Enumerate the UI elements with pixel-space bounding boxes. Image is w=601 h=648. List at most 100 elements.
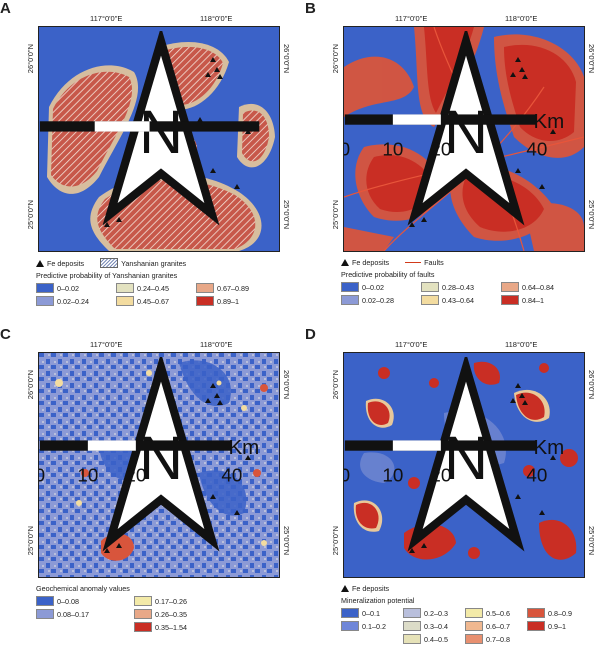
legend-class: 0.24–0.45	[137, 283, 169, 293]
legend-class: 0.89–1	[217, 296, 239, 306]
lat-label-right-bottom: 25°0'0"N	[587, 200, 596, 230]
legend-class: 0.26–0.35	[155, 609, 187, 619]
panel-label: A	[0, 0, 11, 17]
scalebar-tick: 40	[221, 465, 242, 486]
scalebar-unit: Km	[228, 436, 259, 459]
lat-label-right-bottom: 25°0'0"N	[282, 526, 291, 556]
legend-class: 0–0.02	[362, 282, 384, 292]
fe-deposit-icon	[341, 259, 349, 266]
legend-class: 0–0.08	[57, 596, 79, 606]
lon-label-top-left: 117°0'0"E	[90, 340, 123, 349]
lat-label-left-top: 26°0'0"N	[26, 370, 35, 400]
north-label: N	[444, 424, 488, 492]
legend-d: Fe deposits Mineralization potential 0–0…	[341, 584, 595, 644]
panel-a: A 117°0'0"E 118°0'0"E 26°0'0"N 25°0'0"N …	[0, 0, 291, 322]
lon-label-top-right: 118°0'0"E	[200, 340, 233, 349]
legend-class: 0.67–0.89	[217, 283, 249, 293]
legend-class: 0.02–0.24	[57, 296, 89, 306]
north-label: N	[139, 424, 183, 492]
legend-class: 0.08–0.17	[57, 609, 89, 619]
legend-class: 0.1–0.2	[362, 621, 386, 631]
scalebar-tick: 40	[526, 139, 547, 160]
lat-label-right-top: 26°0'0"N	[282, 370, 291, 400]
scalebar: Km 0 10 20 40	[38, 436, 259, 486]
legend-class: 0.2–0.3	[424, 608, 448, 618]
legend-title: Geochemical anomaly values	[36, 584, 130, 593]
legend-class: 0–0.02	[57, 283, 79, 293]
lat-label-right-bottom: 25°0'0"N	[282, 200, 291, 230]
scalebar-tick: 10	[382, 139, 403, 160]
lat-label-right-top: 26°0'0"N	[587, 44, 596, 74]
lat-label-right-top: 26°0'0"N	[587, 370, 596, 400]
scalebar-unit: Km	[533, 436, 564, 459]
scalebar-tick: 0	[343, 465, 350, 486]
lon-label-top-right: 118°0'0"E	[505, 14, 538, 23]
legend-deposit-label: Fe deposits	[352, 258, 390, 267]
scalebar-tick: 0	[38, 465, 45, 486]
scalebar: Km 0 10 20 40	[343, 436, 564, 486]
scalebar-unit: Km	[533, 110, 564, 133]
lat-label-right-top: 26°0'0"N	[282, 44, 291, 74]
legend-title: Predictive probability of faults	[341, 270, 435, 279]
panel-label: C	[0, 326, 11, 343]
lat-label-right-bottom: 25°0'0"N	[587, 526, 596, 556]
legend-title: Predictive probability of Yanshanian gra…	[36, 271, 178, 280]
legend-b: Fe deposits Faults Predictive probabilit…	[341, 258, 595, 305]
lon-label-top-right: 118°0'0"E	[505, 340, 538, 349]
legend-class: 0.43–0.64	[442, 295, 474, 305]
north-arrow-icon: N	[102, 357, 220, 552]
legend-class: 0–0.1	[362, 608, 380, 618]
granite-hatch-icon	[100, 258, 119, 268]
north-arrow-icon: N	[407, 31, 525, 226]
lat-label-left-top: 26°0'0"N	[331, 44, 340, 74]
scalebar-tick: 10	[77, 465, 98, 486]
legend-class: 0.64–0.84	[522, 282, 554, 292]
legend-class: 0.02–0.28	[362, 295, 394, 305]
north-arrow-icon: N	[407, 357, 525, 552]
legend-deposit-label: Fe deposits	[352, 584, 390, 593]
legend-class: 0.4–0.5	[424, 634, 448, 644]
legend-a: Fe deposits Yanshanian granites Predicti…	[36, 258, 290, 306]
lat-label-left-top: 26°0'0"N	[331, 370, 340, 400]
fault-line-icon	[405, 262, 422, 263]
map-a: N	[38, 26, 280, 252]
scalebar-tick: 10	[382, 465, 403, 486]
legend-class: 0.35–1.54	[155, 622, 187, 632]
legend-class: 0.45–0.67	[137, 296, 169, 306]
fe-deposit-icon	[36, 259, 44, 267]
lon-label-top-right: 118°0'0"E	[200, 14, 233, 23]
north-label: N	[444, 98, 488, 166]
lon-label-top-left: 117°0'0"E	[395, 14, 428, 23]
legend-class: 0.9–1	[548, 621, 566, 631]
map-d: N Km 0 10 20 40	[343, 352, 585, 578]
legend-class: 0.3–0.4	[424, 621, 448, 631]
panel-c: C 117°0'0"E 118°0'0"E 26°0'0"N 25°0'0"N …	[0, 326, 291, 648]
legend-c: Geochemical anomaly values 0–0.08 0.17–0…	[36, 584, 290, 632]
legend-title: Mineralization potential	[341, 596, 415, 605]
fe-deposit-icon	[341, 585, 349, 592]
panel-b: B 117°0'0"E 118°0'0"E 26°0'0"N 25°0'0"N …	[305, 0, 596, 322]
lat-label-left-bottom: 25°0'0"N	[331, 526, 340, 556]
lat-label-left-bottom: 25°0'0"N	[26, 526, 35, 556]
scalebar-tick: 20	[125, 465, 146, 486]
legend-class: 0.8–0.9	[548, 608, 572, 618]
lon-label-top-left: 117°0'0"E	[90, 14, 123, 23]
lat-label-left-bottom: 25°0'0"N	[331, 200, 340, 230]
legend-class: 0.5–0.6	[486, 608, 510, 618]
legend-extra-label: Yanshanian granites	[121, 258, 187, 268]
legend-class: 0.84–1	[522, 295, 544, 305]
scalebar	[39, 121, 260, 132]
panel-label: D	[305, 326, 316, 343]
panel-d: D 117°0'0"E 118°0'0"E 26°0'0"N 25°0'0"N …	[305, 326, 596, 648]
north-label: N	[139, 98, 183, 166]
scalebar-tick: 0	[343, 139, 350, 160]
lat-label-left-bottom: 25°0'0"N	[26, 200, 35, 230]
legend-class: 0.6–0.7	[486, 621, 510, 631]
legend-class: 0.28–0.43	[442, 282, 474, 292]
scalebar-tick: 20	[430, 465, 451, 486]
scalebar-tick: 40	[526, 465, 547, 486]
map-b: N Km 0 10 20 40	[343, 26, 585, 252]
scalebar: Km 0 10 20 40	[343, 110, 564, 160]
lat-label-left-top: 26°0'0"N	[26, 44, 35, 74]
legend-class: 0.7–0.8	[486, 634, 510, 644]
